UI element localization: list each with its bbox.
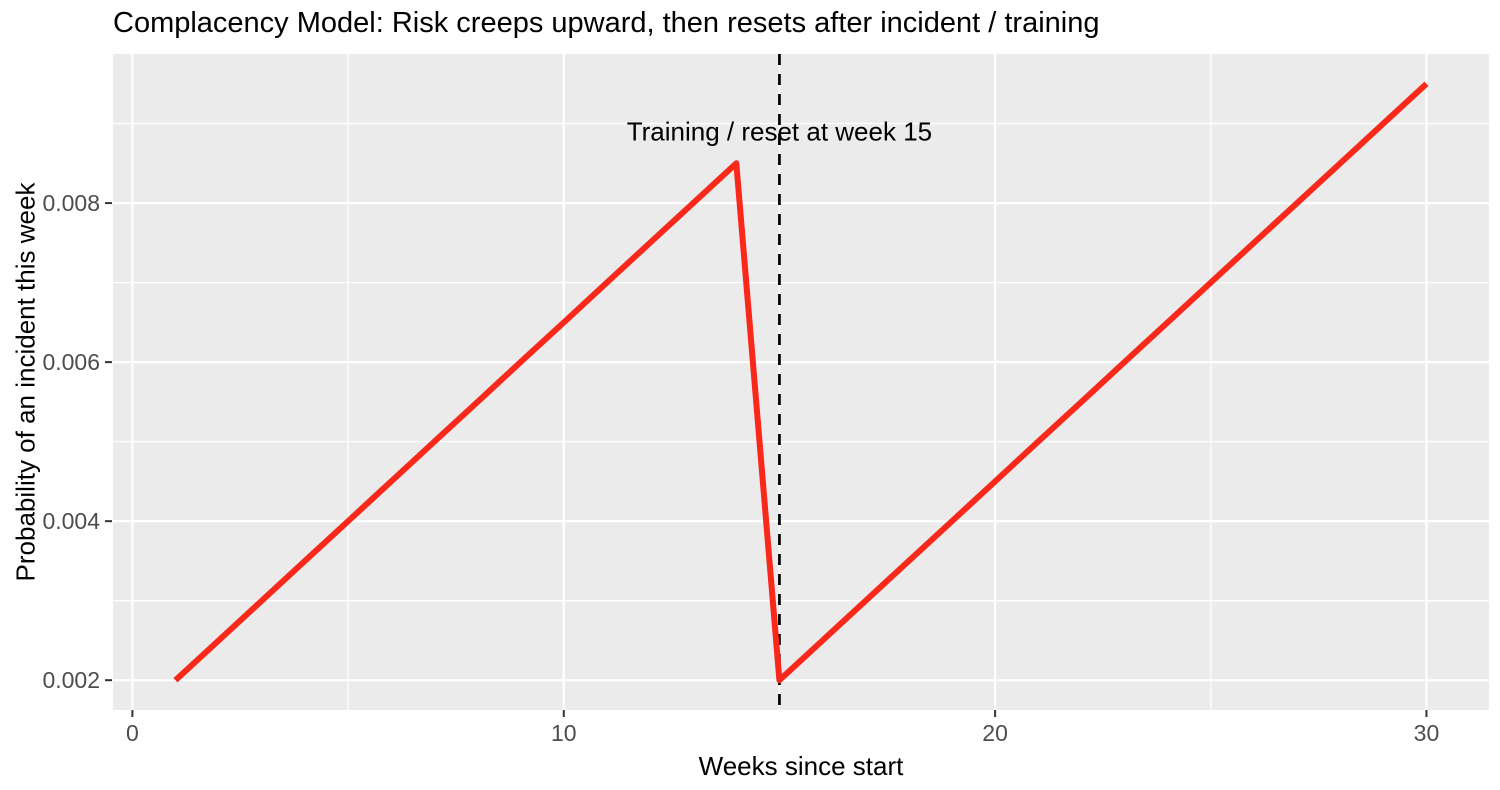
x-tick-label: 20 xyxy=(982,720,1008,746)
x-axis-title: Weeks since start xyxy=(698,751,904,781)
x-tick-label: 0 xyxy=(126,720,139,746)
y-axis-title: Probability of an incident this week xyxy=(10,182,41,582)
risk-line xyxy=(173,81,1429,684)
y-tick-label: 0.004 xyxy=(42,508,100,534)
x-tick-label: 10 xyxy=(551,720,577,746)
y-tick-label: 0.006 xyxy=(42,349,100,375)
training-reset-annotation: Training / reset at week 15 xyxy=(626,116,933,147)
chart-title: Complacency Model: Risk creeps upward, t… xyxy=(113,7,1100,39)
plot-panel xyxy=(113,54,1489,710)
y-tick-label: 0.002 xyxy=(42,667,100,693)
y-tick-label: 0.008 xyxy=(42,190,100,216)
x-tick-label: 30 xyxy=(1414,720,1440,746)
